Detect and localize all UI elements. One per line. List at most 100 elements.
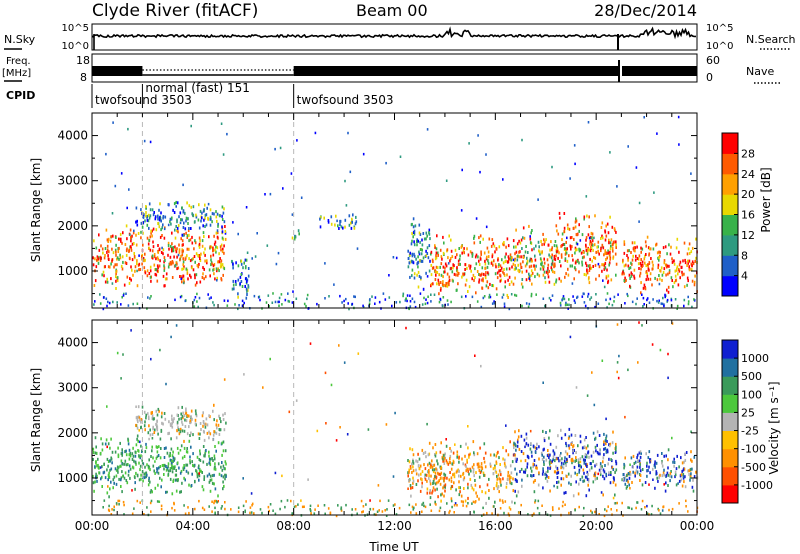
scatter-point (618, 354, 620, 358)
scatter-cell (445, 444, 448, 448)
scatter-cell (521, 278, 524, 281)
scatter-cell (672, 460, 674, 464)
scatter-cell (202, 224, 204, 228)
scatter-cell (215, 449, 217, 453)
scatter-cell (499, 463, 501, 466)
scatter-cell (213, 403, 215, 407)
scatter-cell (556, 471, 558, 475)
freq-block (622, 66, 697, 76)
scatter-cell (142, 231, 144, 235)
scatter-cell (221, 468, 224, 472)
scatter-point (105, 152, 107, 156)
scatter-cell (162, 463, 165, 467)
scatter-point (224, 501, 226, 504)
scatter-cell (417, 239, 419, 243)
scatter-cell (215, 215, 218, 219)
scatter-cell (669, 252, 672, 256)
scatter-cell (354, 222, 357, 226)
scatter-cell (94, 465, 96, 469)
scatter-cell (355, 215, 357, 219)
scatter-cell (339, 219, 342, 223)
scatter-cell (220, 465, 222, 469)
scatter-cell (198, 478, 200, 482)
scatter-cell (555, 278, 558, 282)
scatter-cell (154, 471, 156, 475)
scatter-point (612, 496, 615, 500)
scatter-cell (140, 236, 142, 240)
scatter-cell (632, 465, 634, 469)
scatter-cell (581, 263, 584, 267)
scatter-cell (608, 263, 610, 267)
scatter-cell (447, 256, 449, 260)
scatter-cell (544, 240, 546, 244)
scatter-cell (435, 451, 438, 455)
scatter-cell (574, 261, 577, 265)
scatter-cell (195, 252, 198, 256)
scatter-point (508, 506, 511, 509)
scatter-cell (172, 249, 175, 253)
scatter-cell (163, 268, 166, 272)
scatter-cell (211, 262, 213, 266)
scatter-cell (158, 208, 160, 212)
scatter-point (262, 386, 264, 389)
scatter-point (307, 478, 309, 481)
scatter-point (667, 352, 669, 356)
scatter-cell (128, 464, 131, 468)
scatter-cell (608, 241, 610, 245)
scatter-cell (640, 263, 642, 267)
scatter-cell (445, 282, 447, 285)
scatter-cell (121, 470, 123, 474)
scatter-cell (530, 474, 532, 478)
scatter-cell (514, 430, 516, 434)
scatter-cell (428, 476, 430, 480)
scatter-cell (444, 473, 447, 477)
scatter-cell (464, 454, 466, 458)
scatter-point (594, 510, 596, 514)
scatter-cell (491, 255, 494, 259)
scatter-cell (429, 482, 432, 486)
scatter-point (173, 502, 175, 506)
scatter-point (467, 502, 469, 505)
scatter-cell (145, 413, 147, 417)
scatter-point (413, 300, 416, 304)
scatter-cell (604, 229, 606, 233)
scatter-cell (129, 277, 131, 281)
scatter-cell (442, 457, 444, 461)
scatter-cell (554, 459, 556, 463)
scatter-cell (158, 466, 160, 470)
scatter-cell (418, 252, 421, 256)
scatter-point (597, 262, 600, 266)
scatter-cell (427, 453, 430, 457)
scatter-cell (202, 424, 204, 428)
scatter-point (392, 475, 395, 478)
scatter-cell (614, 493, 616, 497)
scatter-cell (444, 270, 446, 274)
scatter-cell (463, 487, 465, 490)
scatter-cell (157, 266, 159, 270)
scatter-cell (598, 265, 601, 269)
scatter-cell (220, 248, 222, 252)
scatter-point (496, 293, 498, 296)
scatter-cell (607, 249, 609, 253)
scatter-cell (437, 251, 439, 255)
scatter-point (309, 508, 311, 511)
scatter-cell (515, 494, 518, 498)
scatter-point (561, 298, 563, 302)
colorbar-segment (722, 394, 738, 413)
scatter-cell (585, 273, 587, 277)
scatter-cell (186, 463, 189, 467)
scatter-cell (187, 277, 189, 281)
scatter-point (610, 508, 612, 511)
scatter-cell (183, 464, 185, 467)
scatter-cell (615, 230, 617, 234)
scatter-point (671, 507, 674, 511)
scatter-cell (137, 449, 140, 453)
scatter-cell (608, 261, 611, 265)
scatter-cell (549, 462, 551, 466)
scatter-cell (240, 262, 243, 266)
scatter-cell (659, 473, 661, 477)
scatter-cell (172, 478, 175, 482)
scatter-cell (211, 457, 213, 460)
scatter-point (274, 471, 277, 475)
scatter-cell (129, 245, 132, 249)
